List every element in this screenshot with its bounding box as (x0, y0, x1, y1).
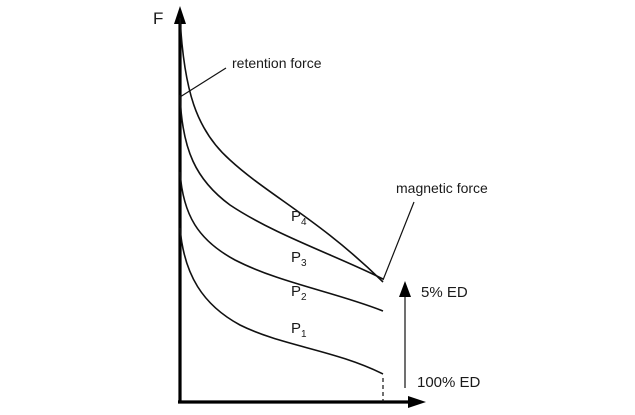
x-axis-arrow-icon (408, 396, 426, 408)
ed-bottom-label: 100% ED (417, 374, 481, 391)
svg-text:P1: P1 (291, 320, 307, 340)
retention-force-leader-line (179, 67, 227, 98)
curve-label-p1: P1 (291, 320, 307, 340)
curve-p4 (179, 17, 384, 283)
y-axis-label: F (153, 9, 163, 28)
curve-p2 (179, 171, 384, 312)
curve-label-p4: P4 (291, 208, 307, 228)
magnetic-force-label: magnetic force (396, 180, 488, 196)
curve-label-p2: P2 (291, 283, 307, 303)
curve-p3 (179, 94, 384, 280)
svg-text:P3: P3 (291, 249, 307, 269)
ed-arrow-head-icon (399, 281, 411, 297)
magnetic-force-leader-line (382, 201, 415, 281)
curve-p1 (179, 227, 384, 375)
svg-text:P2: P2 (291, 283, 307, 303)
svg-text:P4: P4 (291, 208, 307, 228)
curve-label-p3: P3 (291, 249, 307, 269)
ed-top-label: 5% ED (421, 284, 468, 301)
y-axis-arrow-icon (174, 6, 186, 24)
retention-force-label: retention force (232, 55, 322, 71)
